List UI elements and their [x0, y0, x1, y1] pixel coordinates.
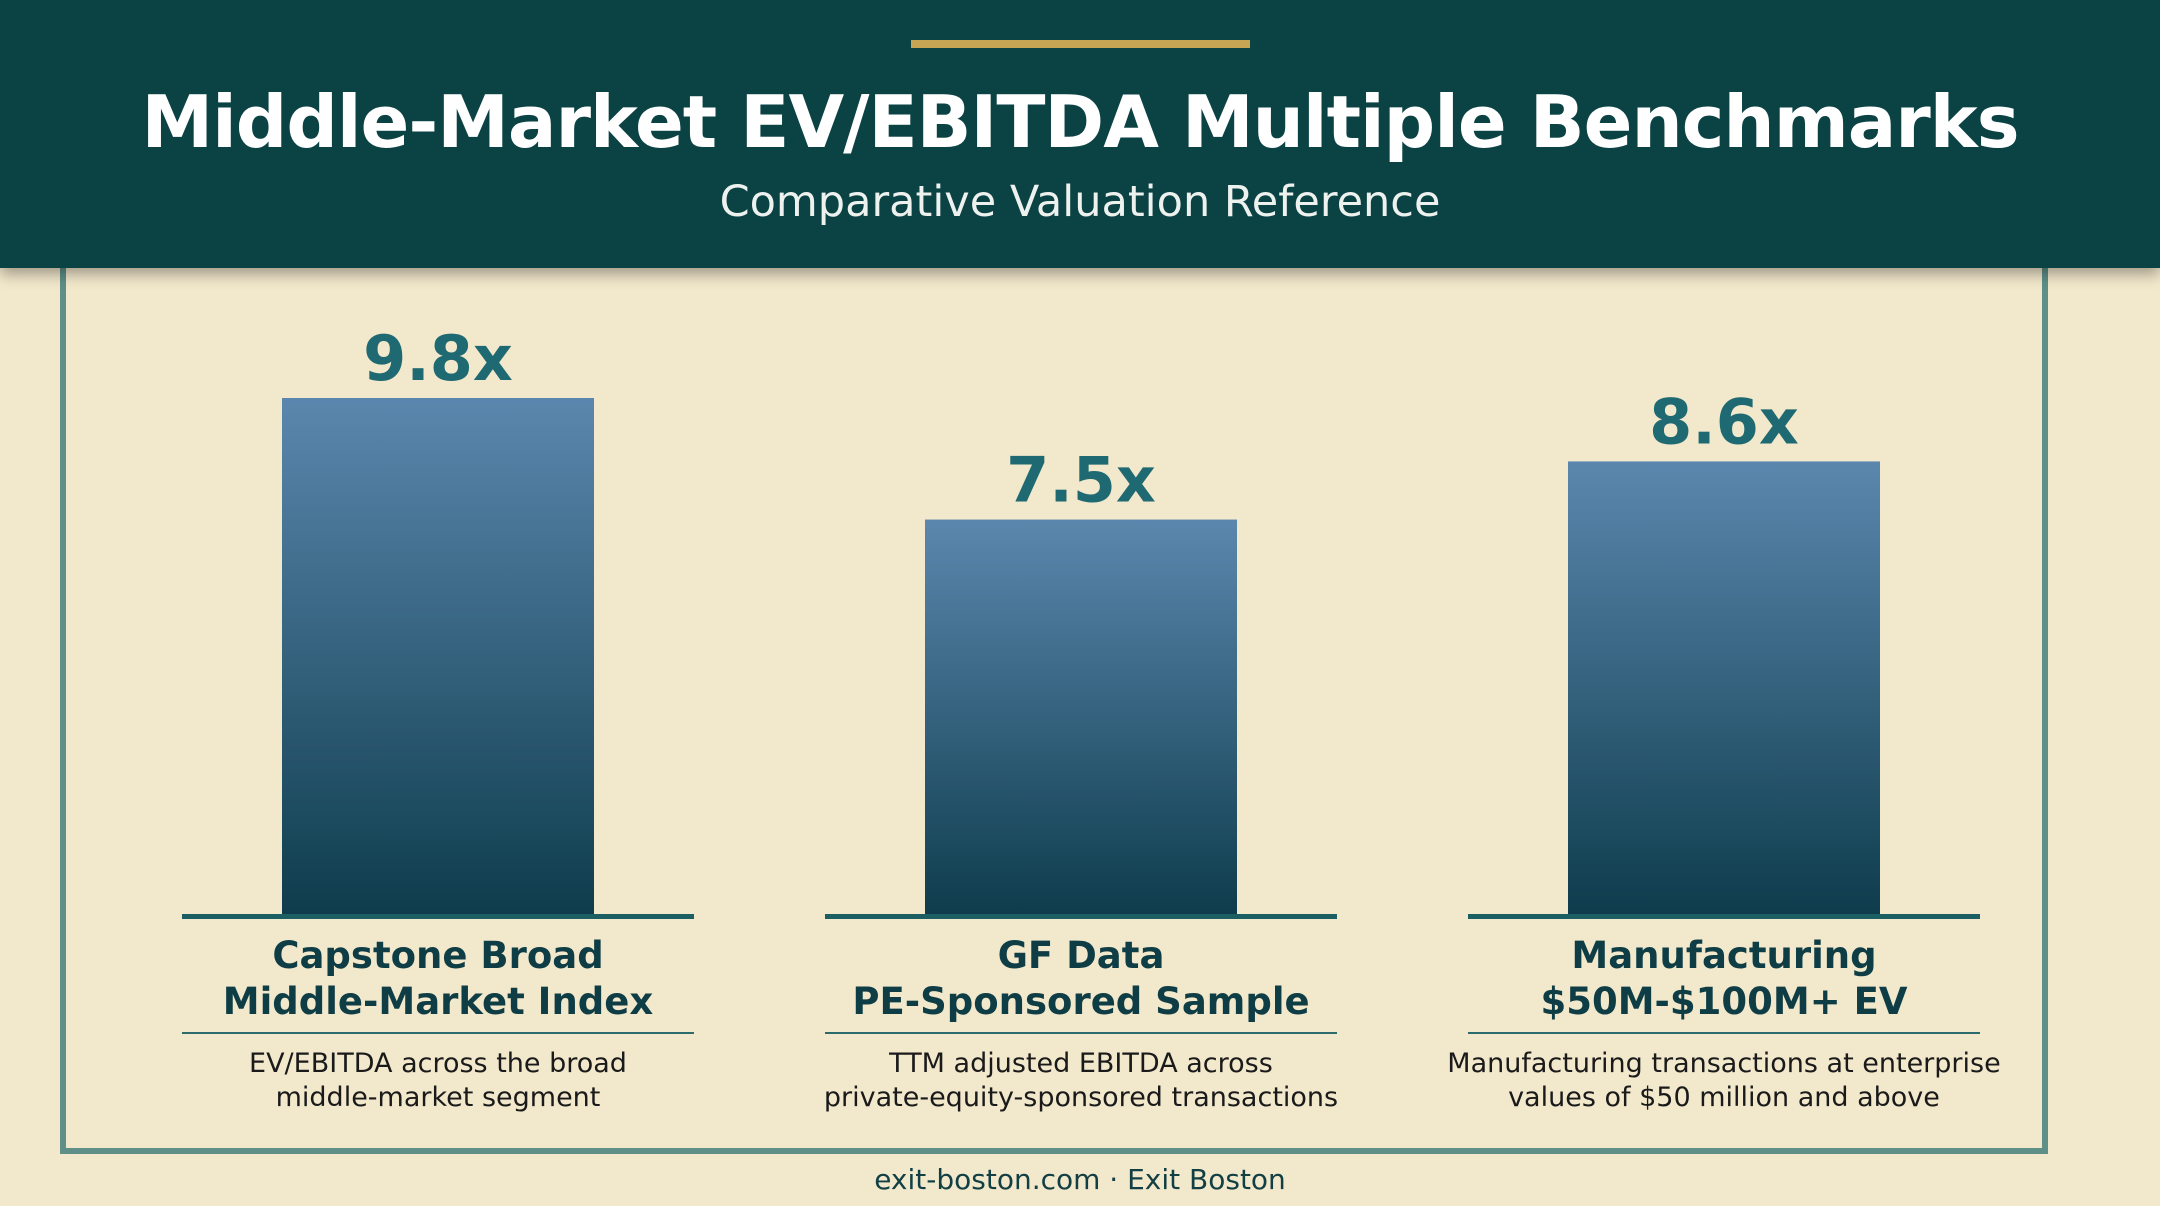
description-2-line-1: TTM adjusted EBITDA across: [888, 1048, 1273, 1079]
category-label-1-line-1: Capstone Broad: [272, 934, 603, 977]
category-label-3-line-2: $50M-$100M+ EV: [1540, 980, 1907, 1023]
description-2-line-2: private-equity-sponsored transactions: [824, 1082, 1338, 1113]
bar-2: [925, 519, 1237, 916]
page-title: Middle-Market EV/EBITDA Multiple Benchma…: [141, 80, 2019, 164]
bar-3: [1568, 461, 1880, 916]
value-label-2: 7.5x: [1006, 444, 1156, 517]
category-label-2-line-1: GF Data: [998, 934, 1165, 977]
label-divider-3: [1468, 1032, 1980, 1034]
baseline-3: [1468, 914, 1980, 919]
description-1-line-1: EV/EBITDA across the broad: [249, 1048, 627, 1079]
value-label-3: 8.6x: [1649, 385, 1799, 458]
category-label-1-line-2: Middle-Market Index: [223, 980, 654, 1023]
description-1-line-2: middle-market segment: [276, 1082, 601, 1113]
footer-credit: exit-boston.com · Exit Boston: [874, 1163, 1286, 1196]
accent-line: [911, 40, 1250, 48]
header-banner: Middle-Market EV/EBITDA Multiple Benchma…: [0, 0, 2160, 268]
description-3-line-2: values of $50 million and above: [1508, 1082, 1940, 1113]
value-label-1: 9.8x: [363, 322, 513, 395]
baseline-2: [825, 914, 1337, 919]
category-label-2-line-2: PE-Sponsored Sample: [852, 980, 1309, 1023]
category-label-3-line-1: Manufacturing: [1571, 934, 1876, 977]
description-3-line-1: Manufacturing transactions at enterprise: [1447, 1048, 2000, 1079]
page-subtitle: Comparative Valuation Reference: [719, 177, 1441, 227]
baseline-1: [182, 914, 694, 919]
label-divider-1: [182, 1032, 694, 1034]
bar-1: [282, 398, 594, 916]
label-divider-2: [825, 1032, 1337, 1034]
